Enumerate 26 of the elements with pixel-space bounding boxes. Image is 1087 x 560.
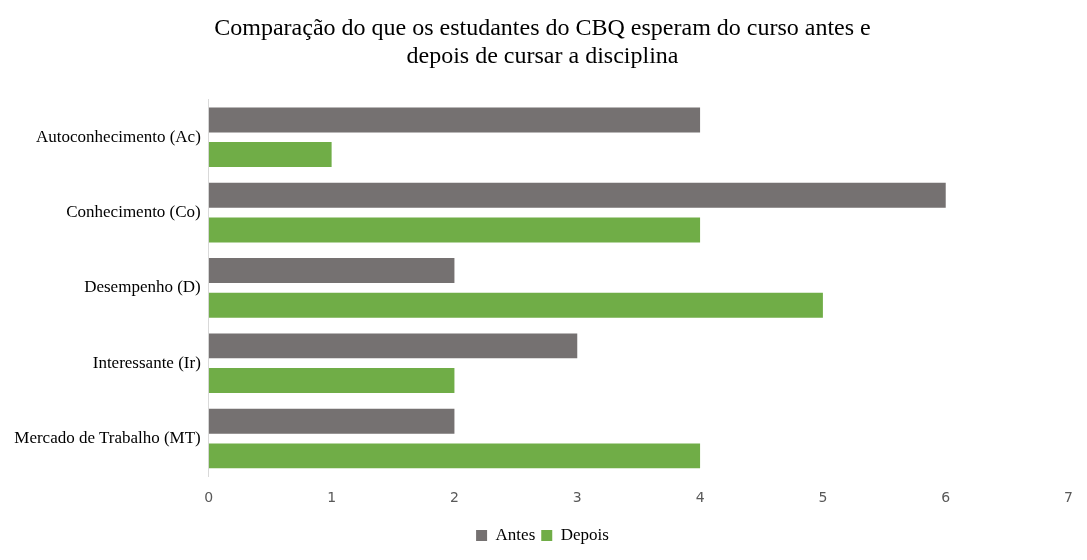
x-tick-label: 4: [695, 489, 705, 506]
chart-title: Comparação do que os estudantes do CBQ esperam do curso antes e depois de cursar a disciplina: [214, 13, 871, 69]
y-tick-label: Mercado de Trabalho (MT): [14, 428, 201, 448]
x-tick-label: 2: [449, 489, 459, 506]
bar: [208, 408, 455, 434]
legend-label: Antes: [495, 524, 536, 544]
x-tick-label: 7: [1064, 489, 1074, 506]
bar: [208, 292, 823, 318]
bar: [208, 142, 332, 168]
y-tick-label: Autoconhecimento (Ac): [36, 126, 201, 146]
x-tick-label: 3: [572, 489, 582, 506]
x-tick-label: 1: [327, 489, 337, 506]
bar: [208, 217, 701, 243]
bar: [208, 443, 701, 469]
legend-label: Depois: [560, 524, 609, 544]
y-tick-label: Conhecimento (Co): [66, 202, 201, 222]
x-tick-label: 0: [204, 489, 214, 506]
bar: [208, 258, 455, 284]
bar: [208, 182, 946, 208]
y-tick-label: Interessante (Ir): [92, 352, 201, 372]
bar: [208, 368, 455, 394]
bar: [208, 333, 578, 359]
x-tick-label: 5: [818, 489, 828, 506]
y-tick-label: Desempenho (D): [84, 277, 201, 297]
bar: [208, 107, 701, 133]
x-tick-label: 6: [941, 489, 951, 506]
